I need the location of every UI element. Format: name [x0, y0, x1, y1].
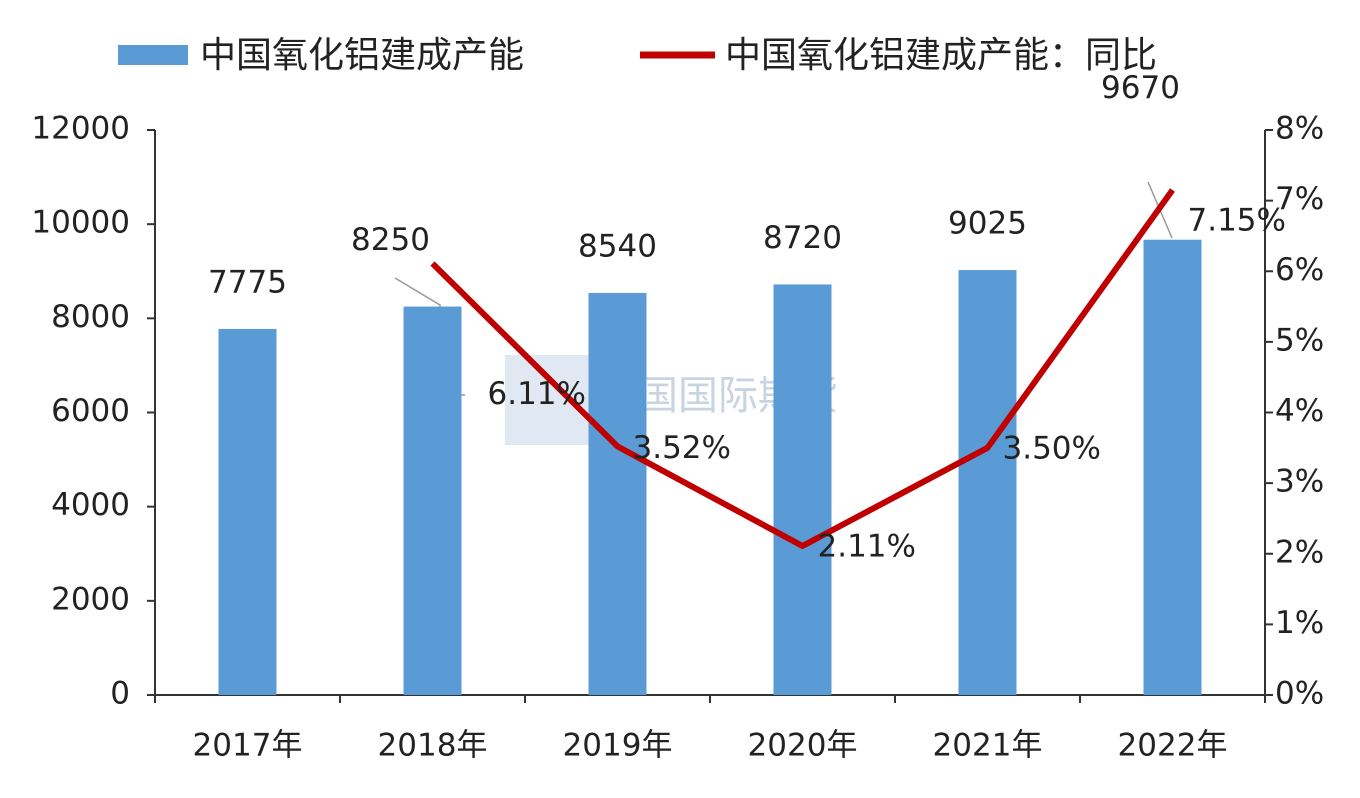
line-value-label: 3.52% [633, 430, 731, 466]
legend-label: 中国氧化铝建成产能 [200, 35, 524, 76]
y-tick-label: 0 [110, 676, 130, 712]
bar [218, 328, 277, 695]
x-tick-label: 2018年 [378, 728, 488, 764]
x-tick-label: 2019年 [563, 728, 673, 764]
bar-value-label: 9025 [948, 206, 1027, 242]
line-value-label: 2.11% [818, 528, 916, 564]
legend-label: 中国氧化铝建成产能：同比 [725, 35, 1157, 76]
bar-value-label: 8540 [578, 228, 657, 264]
bar [958, 270, 1017, 695]
y-tick-label: 8000 [51, 299, 130, 335]
line-value-label: 6.11% [488, 376, 586, 412]
y2-tick-label: 2% [1275, 534, 1324, 570]
y2-tick-label: 0% [1275, 676, 1324, 712]
bar [588, 292, 647, 695]
line-value-label: 3.50% [1003, 430, 1101, 466]
y2-tick-label: 7% [1275, 181, 1324, 217]
y2-tick-label: 6% [1275, 252, 1324, 288]
y2-tick-label: 8% [1275, 111, 1324, 147]
y-tick-label: 12000 [31, 111, 130, 147]
bar-value-label: 8720 [763, 220, 842, 256]
bar-value-label: 9670 [1101, 70, 1180, 106]
line-value-label: 7.15% [1188, 203, 1286, 239]
y-tick-label: 10000 [31, 205, 130, 241]
x-tick-label: 2017年 [193, 728, 303, 764]
bar [773, 284, 832, 695]
x-tick-label: 2022年 [1118, 728, 1228, 764]
bar [403, 306, 462, 695]
y-tick-label: 4000 [51, 487, 130, 523]
y2-tick-label: 4% [1275, 393, 1324, 429]
bar-value-label: 8250 [351, 222, 430, 258]
x-tick-label: 2021年 [933, 728, 1043, 764]
y-tick-label: 6000 [51, 393, 130, 429]
x-tick-label: 2020年 [748, 728, 858, 764]
legend-swatch [118, 45, 188, 65]
bar-value-label: 7775 [208, 264, 287, 300]
watermark-logo [505, 355, 590, 445]
y2-tick-label: 1% [1275, 605, 1324, 641]
y2-tick-label: 5% [1275, 322, 1324, 358]
y2-tick-label: 3% [1275, 464, 1324, 500]
bar [1143, 239, 1202, 695]
line [430, 188, 1175, 549]
y-tick-label: 2000 [51, 581, 130, 617]
